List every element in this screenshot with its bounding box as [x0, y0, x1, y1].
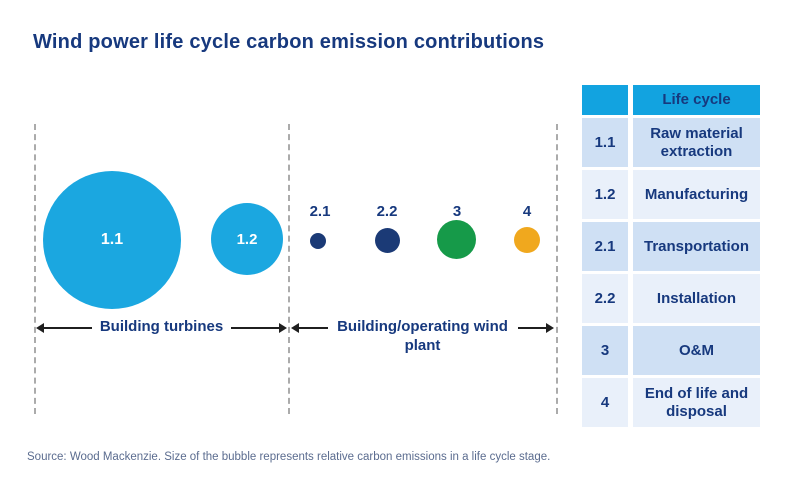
- group-span-building-operating-wind-plant: Building/operating wind plant: [291, 318, 554, 356]
- group-label-building-operating-wind-plant: Building/operating wind plant: [337, 318, 508, 354]
- stage-label-2-2: 2.2: [376, 203, 398, 220]
- table-cell-label: Installation: [633, 274, 760, 323]
- group-span-building-turbines: Building turbines: [36, 318, 288, 337]
- arrowhead-right-icon: [546, 323, 554, 333]
- table-cell-label: Raw material extraction: [633, 118, 760, 167]
- table-cell-stage: 1.1: [582, 118, 628, 167]
- source-note: Source: Wood Mackenzie. Size of the bubb…: [27, 451, 551, 463]
- arrow-line: [231, 327, 280, 329]
- bubble-raw-material-extraction: 1.1: [43, 171, 181, 309]
- page-title: Wind power life cycle carbon emission co…: [33, 31, 545, 53]
- table-cell-stage: 2.1: [582, 222, 628, 271]
- arrowhead-left-icon: [36, 323, 44, 333]
- stage-label-4: 4: [522, 203, 532, 220]
- table-cell-label: O&M: [633, 326, 760, 375]
- table-header-stage: [582, 85, 628, 115]
- group-label-building-turbines: Building turbines: [99, 318, 224, 335]
- table-cell-label: Manufacturing: [633, 170, 760, 219]
- bubble-manufacturing: 1.2: [211, 203, 283, 275]
- arrow-line: [517, 327, 546, 329]
- life-cycle-legend-table: Life cycle 1.1 Raw material extraction 1…: [582, 85, 760, 427]
- table-cell-stage: 2.2: [582, 274, 628, 323]
- table-cell-stage: 4: [582, 378, 628, 427]
- table-cell-stage: 3: [582, 326, 628, 375]
- bubble-label-1-1: 1.1: [100, 231, 124, 248]
- table-cell-label: End of life and disposal: [633, 378, 760, 427]
- dashed-divider-middle: [288, 124, 290, 414]
- arrowhead-left-icon: [291, 323, 299, 333]
- dashed-divider-right: [556, 124, 558, 414]
- bubble-label-1-2: 1.2: [236, 230, 258, 248]
- table-header-life-cycle: Life cycle: [633, 85, 760, 115]
- arrow-line: [44, 327, 92, 329]
- table-cell-label: Transportation: [633, 222, 760, 271]
- stage-label-3: 3: [452, 203, 462, 220]
- stage-label-2-1: 2.1: [309, 203, 331, 220]
- dashed-divider-left: [34, 124, 36, 414]
- arrow-line: [299, 327, 328, 329]
- table-cell-stage: 1.2: [582, 170, 628, 219]
- bubble-end-of-life: [514, 227, 540, 253]
- bubble-installation: [375, 228, 400, 253]
- bubble-o-and-m: [437, 220, 476, 259]
- arrowhead-right-icon: [279, 323, 288, 333]
- bubble-transportation: [310, 233, 326, 249]
